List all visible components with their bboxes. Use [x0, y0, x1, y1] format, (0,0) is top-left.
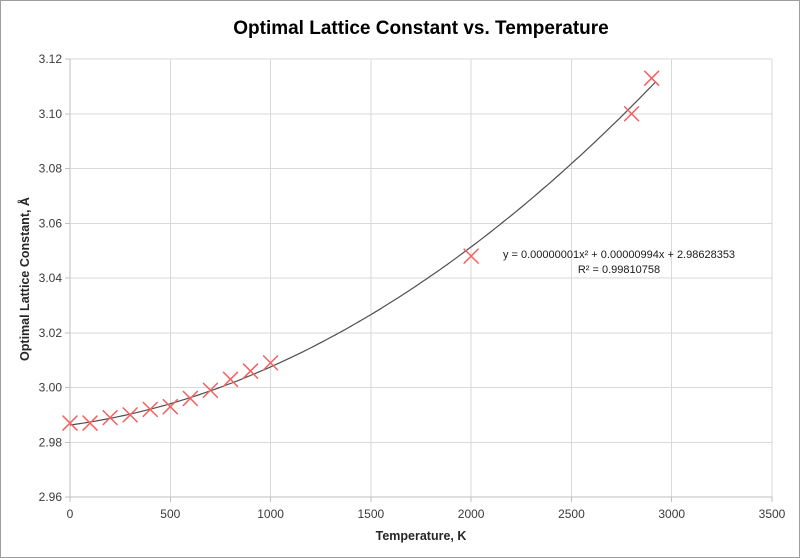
y-tick-label: 2.98 [39, 435, 63, 449]
x-axis-title: Temperature, K [376, 529, 467, 543]
data-point-marker [643, 70, 660, 86]
x-tick-label: 500 [160, 507, 180, 521]
axes [65, 58, 773, 502]
y-tick-label: 3.04 [39, 271, 63, 285]
data-point-marker [242, 363, 259, 379]
x-tick-label: 0 [67, 507, 74, 521]
y-tick-label: 3.08 [39, 162, 63, 176]
x-tick-label: 1500 [358, 507, 385, 521]
data-point-marker [82, 415, 98, 431]
y-axis-title: Optimal Lattice Constant, Å [17, 197, 32, 361]
data-point-marker [62, 415, 78, 431]
trendline-r-squared-label: R² = 0.99810758 [578, 264, 660, 276]
data-point-marker [122, 407, 138, 423]
y-tick-label: 3.10 [39, 107, 63, 121]
data-point-marker [262, 355, 279, 371]
gridlines [70, 58, 773, 497]
data-points [62, 70, 660, 431]
y-tick-label: 3.06 [39, 216, 63, 230]
trendline-equation-label: y = 0.00000001x² + 0.00000994x + 2.98628… [503, 249, 735, 261]
chart-title: Optimal Lattice Constant vs. Temperature [233, 18, 609, 39]
y-tick-label: 3.02 [39, 326, 63, 340]
data-point-marker [623, 106, 640, 122]
x-tick-label: 3000 [658, 507, 685, 521]
x-tick-label: 3500 [759, 507, 786, 521]
data-point-marker [102, 409, 118, 426]
data-point-marker [463, 248, 479, 264]
data-point-marker [182, 390, 199, 407]
x-tick-label: 2000 [458, 507, 485, 521]
x-tick-label: 2500 [558, 507, 585, 521]
data-point-marker [162, 398, 179, 415]
data-point-marker [142, 401, 158, 418]
data-point-marker [222, 371, 239, 388]
y-tick-label: 3.00 [39, 381, 63, 395]
y-tick-label: 3.12 [39, 52, 63, 66]
y-tick-label: 2.96 [39, 490, 63, 504]
tick-labels: 0 500 1000 1500 2000 2500 3000 3500 2.96 2.98 3.00… [39, 52, 786, 521]
x-tick-label: 1000 [257, 507, 284, 521]
data-point-marker [202, 382, 219, 398]
